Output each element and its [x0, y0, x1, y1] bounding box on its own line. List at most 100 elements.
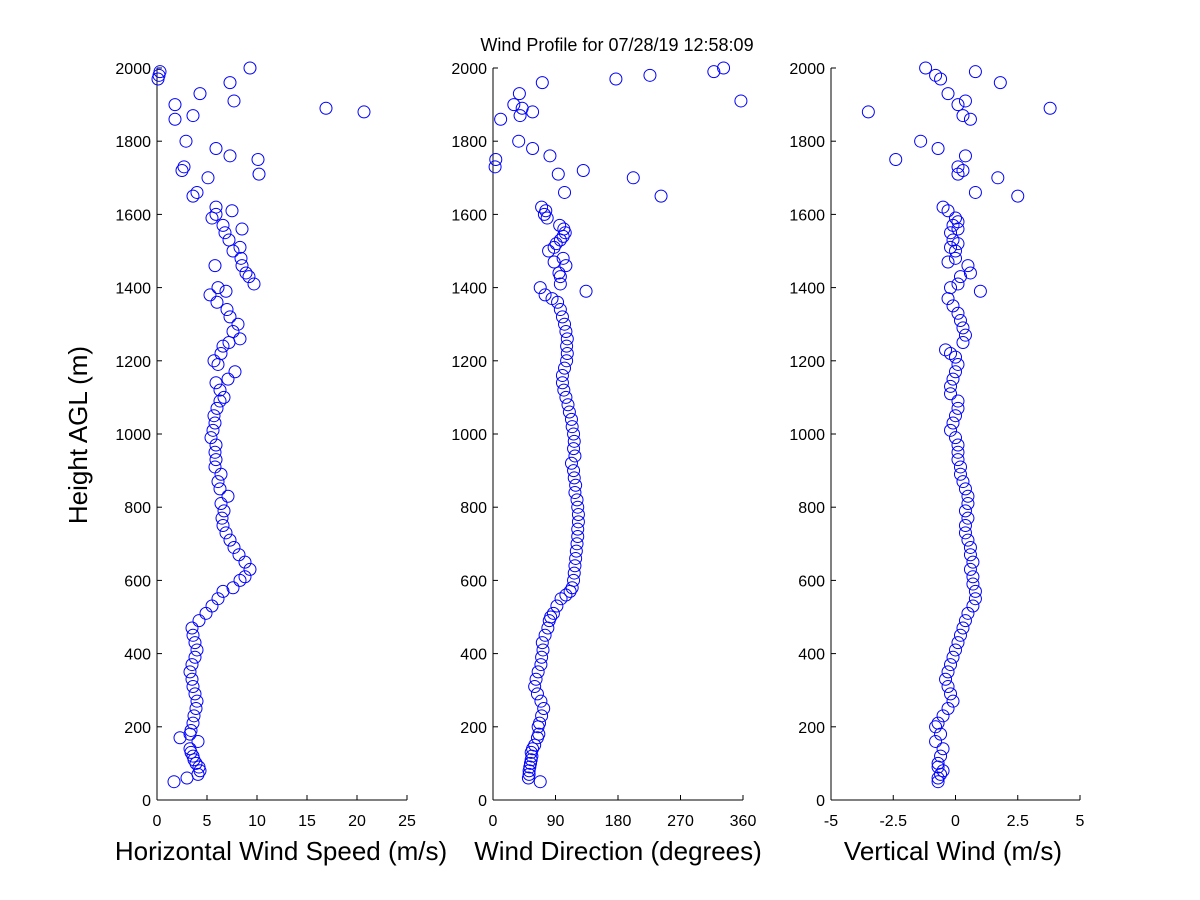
data-point-direction — [526, 142, 540, 156]
data-point-direction — [559, 259, 573, 273]
data-point-vertical — [958, 149, 972, 163]
data-point-direction — [560, 346, 574, 360]
data-point-vertical — [958, 526, 972, 540]
y-tick-label-direction: 0 — [478, 793, 487, 810]
data-point-speed — [204, 431, 218, 445]
x-tick-label-speed: 5 — [203, 813, 212, 830]
data-point-vertical — [966, 577, 980, 591]
data-point-direction — [545, 292, 559, 306]
data-point-direction — [515, 101, 529, 115]
data-point-speed — [185, 658, 199, 672]
data-point-speed — [217, 504, 231, 518]
data-point-vertical — [941, 204, 955, 218]
data-point-direction — [538, 628, 552, 642]
data-point-vertical — [956, 336, 970, 349]
data-point-vertical — [958, 504, 972, 518]
data-point-speed — [225, 204, 239, 218]
x-tick-label-direction: 180 — [605, 813, 632, 830]
data-point-direction — [567, 464, 581, 478]
data-point-direction — [579, 284, 593, 298]
y-tick-label-direction: 400 — [460, 647, 487, 664]
data-point-vertical — [951, 394, 965, 408]
data-point-direction — [565, 420, 579, 434]
data-point-speed — [211, 281, 225, 295]
data-point-speed — [191, 734, 205, 748]
data-point-speed — [214, 497, 228, 511]
data-point-speed — [207, 409, 221, 423]
data-point-direction — [538, 288, 552, 302]
data-point-direction — [494, 112, 508, 126]
data-point-vertical — [949, 350, 962, 364]
data-point-speed — [208, 460, 222, 474]
y-tick-label-direction: 1800 — [451, 134, 487, 151]
data-point-direction — [558, 185, 572, 199]
data-point-vertical — [956, 109, 970, 123]
data-point-vertical — [953, 270, 967, 284]
data-point-speed — [188, 650, 202, 664]
data-point-vertical — [931, 142, 945, 156]
data-point-direction — [512, 87, 526, 101]
y-tick-label-speed: 2000 — [115, 61, 151, 78]
data-point-vertical — [951, 453, 965, 467]
data-point-direction — [512, 134, 526, 148]
x-axis-label-speed: Horizontal Wind Speed (m/s) — [115, 836, 447, 866]
data-point-direction — [547, 255, 561, 269]
data-point-speed — [223, 76, 237, 90]
data-point-vertical — [958, 482, 972, 496]
data-point-speed — [235, 222, 249, 236]
data-point-vertical — [914, 134, 928, 148]
data-point-speed — [186, 109, 200, 123]
data-point-vertical — [951, 160, 965, 174]
data-point-direction — [488, 160, 502, 174]
data-point-speed — [179, 134, 193, 148]
data-point-vertical — [946, 694, 960, 708]
data-point-direction — [533, 716, 547, 730]
y-tick-label-direction: 1200 — [451, 354, 487, 371]
data-point-speed — [193, 87, 207, 101]
data-point-direction — [568, 486, 582, 500]
x-axis-label-vertical: Vertical Wind (m/s) — [844, 836, 1062, 866]
y-tick-label-direction: 600 — [460, 573, 487, 590]
data-point-vertical — [929, 720, 943, 734]
data-point-vertical — [961, 489, 975, 503]
data-point-direction — [530, 687, 544, 701]
data-point-direction — [734, 94, 748, 108]
data-point-speed — [173, 731, 187, 745]
y-tick-label-direction: 1000 — [451, 427, 487, 444]
data-point-speed — [213, 383, 227, 397]
data-point-speed — [219, 526, 233, 540]
data-point-speed — [188, 687, 202, 701]
data-point-vertical — [961, 511, 975, 525]
data-point-speed — [235, 259, 249, 273]
y-tick-label-direction: 2000 — [451, 61, 487, 78]
data-point-speed — [242, 270, 256, 284]
horizontal-wind-speed-panel: Horizontal Wind Speed (m/s) 020040060080… — [115, 61, 447, 866]
data-point-speed — [186, 716, 200, 730]
data-point-speed — [186, 628, 200, 642]
data-point-direction — [535, 76, 549, 90]
data-point-speed — [203, 288, 217, 302]
data-point-direction — [489, 153, 503, 166]
data-point-vertical — [963, 548, 977, 562]
data-point-vertical — [949, 251, 962, 265]
data-point-speed — [243, 61, 257, 75]
data-point-speed — [167, 775, 181, 789]
data-point-direction — [576, 163, 590, 177]
data-point-vertical — [953, 460, 967, 474]
data-point-vertical — [946, 299, 960, 313]
data-point-vertical — [944, 423, 958, 437]
data-point-speed — [207, 354, 221, 368]
data-point-vertical — [961, 259, 975, 273]
data-point-vertical — [956, 163, 970, 177]
data-point-speed — [221, 489, 235, 503]
data-point-vertical — [931, 775, 945, 789]
data-point-vertical — [936, 709, 950, 723]
data-point-speed — [209, 453, 223, 467]
data-point-direction — [571, 522, 585, 536]
data-point-speed — [215, 511, 229, 525]
y-tick-label-vertical: 1200 — [789, 354, 825, 371]
data-point-direction — [559, 325, 573, 339]
data-point-direction — [534, 658, 548, 672]
data-point-vertical — [936, 764, 950, 778]
y-tick-label-direction: 1600 — [451, 207, 487, 224]
